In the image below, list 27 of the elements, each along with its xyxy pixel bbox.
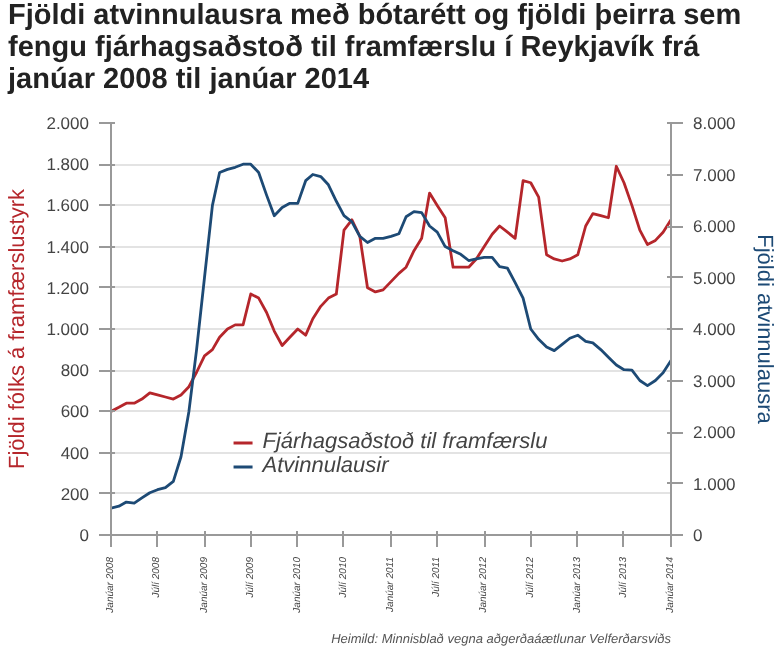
y-tick-label: 1.200 (46, 277, 90, 298)
y2-tick-label: 7.000 (693, 164, 737, 185)
y-tick-label: 1.000 (46, 319, 90, 339)
y2-tick-label: 8.000 (693, 113, 737, 133)
y-tick-label: 1.600 (46, 195, 90, 216)
y-tick-label: 400 (60, 442, 90, 463)
y2-tick-label: 1.000 (693, 473, 737, 494)
legend-label: Fjárhagsaðstoð til framfærslu (262, 430, 548, 454)
y-tick-label: 800 (60, 360, 90, 381)
chart-title: Fjöldi atvinnulausra með bótarétt og fjöldi þeirra sem fengu fjárhagsaðstoð til framfærslu í Reykjavík frá janúar 2008 til janúar 2014 (8, 0, 744, 96)
y-tick-label: 1.400 (46, 236, 90, 257)
y2-tick-label: 2.000 (693, 422, 737, 442)
y-tick-label: 1.800 (46, 154, 90, 175)
y-tick-label: 0 (79, 525, 90, 545)
line-series (111, 164, 671, 413)
y-axis-title: Fjöldi fólks á framfærslustyrk (6, 188, 31, 469)
y2-tick-label: 4.000 (693, 319, 737, 339)
y2-tick-label: 6.000 (693, 216, 737, 236)
y2-axis-title: Fjöldi atvinnulausra (751, 234, 776, 426)
y2-tick-label: 3.000 (693, 370, 737, 391)
y2-tick-label: 0 (693, 525, 703, 545)
y-tick-label: 2.000 (46, 113, 90, 133)
y-tick-label: 200 (60, 483, 90, 504)
line-series (111, 162, 671, 510)
y-tick-label: 600 (60, 401, 90, 422)
y2-tick-label: 5.000 (693, 267, 737, 288)
legend-label: Atvinnulausir (262, 454, 389, 478)
